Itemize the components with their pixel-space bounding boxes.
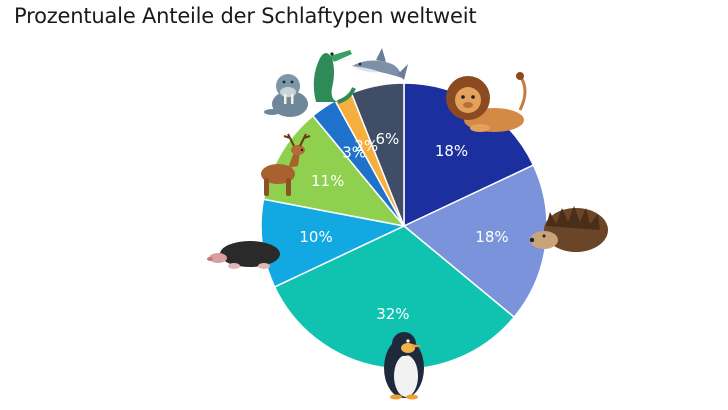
penguin-icon — [384, 332, 424, 400]
slice-label: 2% — [354, 137, 378, 155]
slice-label: 32% — [376, 305, 409, 323]
crocodile-icon — [313, 50, 356, 104]
chart-title: Prozentuale Anteile der Schlaftypen welt… — [14, 4, 477, 28]
pie-slice — [262, 114, 406, 228]
mole-icon — [207, 241, 280, 269]
hedgehog-icon — [529, 206, 608, 252]
deer-icon — [261, 133, 311, 196]
walrus-icon — [264, 74, 308, 117]
slice-label: 3% — [342, 144, 366, 162]
shark-icon — [352, 48, 408, 80]
slice-label: 18% — [475, 228, 508, 246]
lion-icon — [446, 72, 527, 132]
slice-label: 10% — [299, 228, 332, 246]
slice-label: 11% — [311, 172, 344, 190]
slice-label: 18% — [435, 142, 468, 160]
slice-label: 6% — [375, 130, 399, 148]
